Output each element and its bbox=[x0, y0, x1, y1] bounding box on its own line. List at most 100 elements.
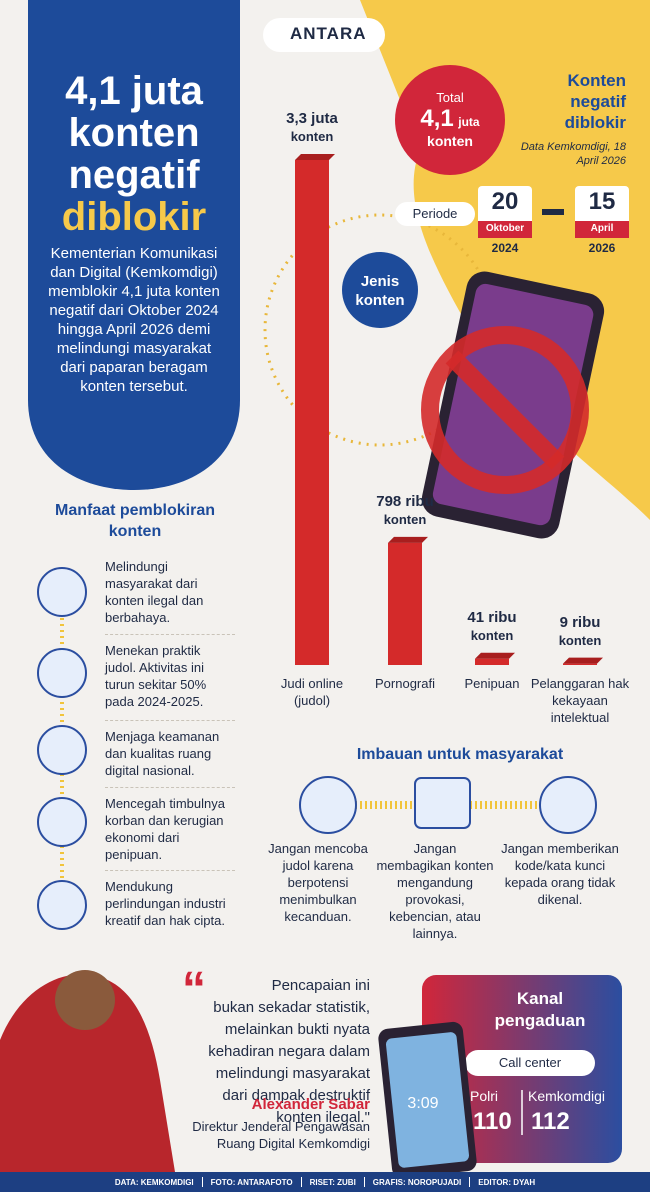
phone-screen bbox=[385, 1032, 470, 1168]
advice-title: Imbauan untuk masyarakat bbox=[356, 746, 564, 763]
contact-number: 110 bbox=[473, 1108, 512, 1135]
value-label: 9 ribu konten bbox=[530, 614, 630, 650]
side-title: Konten negatif diblokir bbox=[564, 71, 626, 132]
value-label-number: 9 ribu bbox=[559, 613, 601, 631]
advice-icon bbox=[414, 777, 471, 829]
start-day: 20 bbox=[491, 188, 519, 215]
category-label: Penipuan bbox=[464, 676, 520, 691]
footer-item: RISET: ZUBI bbox=[309, 1177, 356, 1187]
advice-item: Jangan mencoba judol karena berpotensi m… bbox=[268, 841, 368, 924]
quote-mark: “ bbox=[182, 963, 206, 1016]
benefit-icon bbox=[37, 648, 87, 698]
value-label-noun: konten bbox=[290, 129, 334, 144]
category-label: Judi online (judol) bbox=[280, 676, 344, 708]
source: Data Kemkomdigi, 18 April 2026 bbox=[520, 141, 626, 167]
benefits-title: Manfaat pemblokiran konten bbox=[54, 502, 216, 540]
benefit-icon bbox=[37, 880, 87, 930]
value-label: 798 ribu konten bbox=[355, 493, 455, 529]
total-label: Total bbox=[436, 90, 464, 105]
bar-top bbox=[475, 652, 515, 659]
bar-top bbox=[295, 154, 335, 160]
footer-separator bbox=[469, 1177, 471, 1187]
title: 4,1 juta konten negatif diblokir bbox=[28, 70, 240, 238]
title-line: konten bbox=[68, 111, 200, 155]
footer: DATA: KEMKOMDIGI FOTO: ANTARAFOTO RISET: Z… bbox=[0, 1172, 650, 1192]
benefit-icons bbox=[37, 567, 87, 930]
end-year: 2026 bbox=[588, 241, 616, 255]
bar-top bbox=[563, 657, 603, 664]
title-line: 4,1 juta bbox=[65, 69, 203, 113]
bar-top bbox=[388, 536, 428, 543]
calendar-band bbox=[478, 221, 532, 238]
benefit-separator bbox=[105, 634, 235, 635]
footer-separator bbox=[300, 1177, 302, 1187]
end-month: April bbox=[590, 223, 614, 234]
value-label-noun: konten bbox=[383, 511, 427, 527]
total-unit: juta bbox=[458, 115, 480, 129]
benefit-item: Mencegah timbulnya korban dan kerugian e… bbox=[105, 796, 225, 862]
advice-item: Jangan membagikan konten mengandung prov… bbox=[376, 841, 494, 941]
benefit-separator bbox=[105, 787, 235, 788]
title-line: negatif bbox=[68, 153, 200, 197]
total-noun: konten bbox=[427, 133, 473, 149]
chart-title: Jenis konten bbox=[355, 273, 405, 309]
footer-item: GRAFIS: NOROPUJADI bbox=[372, 1177, 462, 1187]
benefit-item: Menekan praktik judol. Aktivitas ini tur… bbox=[105, 643, 207, 709]
total: Total 4,1 juta konten bbox=[395, 90, 505, 149]
period-pill bbox=[395, 202, 475, 226]
value-label-noun: konten bbox=[558, 632, 602, 648]
footer-separator bbox=[201, 1177, 203, 1187]
total-number: 4,1 bbox=[420, 105, 454, 132]
period-label: Periode bbox=[412, 206, 458, 221]
intro: Kementerian Komunikasi dan Digital (Kemk… bbox=[48, 245, 220, 395]
contact-name: Kemkomdigi bbox=[528, 1088, 606, 1104]
callcenter-pill bbox=[465, 1050, 595, 1076]
ban-circle bbox=[421, 326, 589, 494]
ban-slash bbox=[445, 350, 565, 470]
value-label-noun: konten bbox=[470, 627, 514, 643]
total-circle bbox=[395, 65, 505, 175]
benefit-separator bbox=[105, 870, 235, 871]
bar bbox=[295, 160, 329, 665]
callcenter: Call center bbox=[498, 1055, 562, 1070]
logo-pill bbox=[263, 18, 385, 52]
footer-item: EDITOR: DYAH bbox=[478, 1177, 536, 1187]
footer-item: FOTO: ANTARAFOTO bbox=[210, 1177, 293, 1187]
quote-text: Pencapaian ini bukan sekadar statistik, … bbox=[208, 977, 370, 1126]
phone-time: 3:09 bbox=[407, 1095, 439, 1112]
start-year: 2024 bbox=[491, 241, 519, 255]
quote-name: Alexander Sabar bbox=[251, 1096, 370, 1113]
bar bbox=[388, 542, 422, 665]
bar bbox=[563, 663, 597, 665]
portrait bbox=[0, 974, 175, 1172]
advice-icons bbox=[299, 776, 597, 834]
logo: ANTARA bbox=[290, 24, 367, 43]
footer-item: DATA: KEMKOMDIGI bbox=[114, 1177, 194, 1187]
benefit-icon bbox=[37, 567, 87, 617]
benefit-icon bbox=[37, 797, 87, 847]
footer-separator bbox=[363, 1177, 365, 1187]
benefit-item: Menjaga keamanan dan kualitas ruang digi… bbox=[105, 729, 220, 778]
value-label: 3,3 juta konten bbox=[262, 110, 362, 146]
value-label: 41 ribu konten bbox=[442, 609, 542, 645]
advice-icon bbox=[539, 776, 597, 834]
title-panel bbox=[28, 0, 240, 490]
footer-bar bbox=[0, 1172, 650, 1192]
benefit-item: Melindungi masyarakat dari konten ilegal… bbox=[105, 559, 204, 625]
contact-name: Polri bbox=[470, 1088, 499, 1104]
total-value: 4,1 juta bbox=[395, 105, 505, 133]
benefit-item: Mendukung perlindungan industri kreatif … bbox=[105, 879, 226, 928]
portrait-head bbox=[55, 970, 115, 1030]
value-label-number: 798 ribu bbox=[376, 492, 434, 510]
bar bbox=[475, 658, 509, 665]
end-day: 15 bbox=[588, 188, 616, 215]
title-highlight: diblokir bbox=[61, 195, 207, 239]
calendar-band bbox=[575, 221, 629, 238]
category-label: Pornografi bbox=[375, 676, 435, 691]
complaint-title: Kanal pengaduan bbox=[494, 989, 586, 1030]
advice-icon bbox=[299, 776, 357, 834]
start-month: Oktober bbox=[485, 223, 525, 234]
quote-role: Direktur Jenderal Pengawasan Ruang Digit… bbox=[192, 1119, 370, 1151]
